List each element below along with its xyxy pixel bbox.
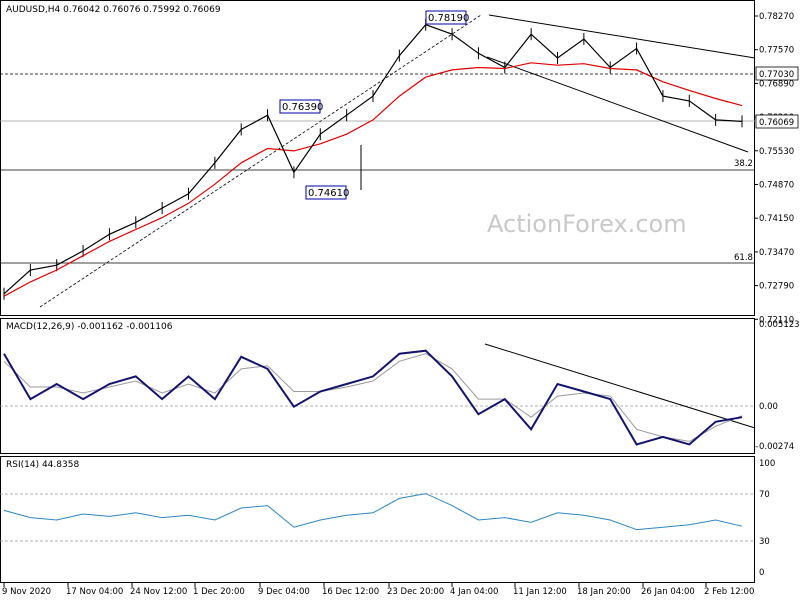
time-axis: 9 Nov 2020 17 Nov 04:00 24 Nov 12:00 1 Dec … bbox=[2, 583, 754, 597]
time-tick-label: 18 Jan 20:00 bbox=[577, 587, 631, 597]
macd-axis-bottom: 0.00274 bbox=[759, 442, 794, 452]
channel-lower-line bbox=[486, 56, 749, 153]
macd-axis-zero: 0.00 bbox=[759, 402, 778, 412]
time-tick-label: 9 Dec 04:00 bbox=[258, 587, 310, 597]
time-tick-label: 23 Dec 20:00 bbox=[387, 587, 444, 597]
fib-382-label: 38.2 bbox=[734, 159, 753, 169]
rsi-axis-100: 100 bbox=[759, 459, 775, 469]
high-level-box bbox=[425, 10, 467, 25]
price-tick-label: 0.77570 bbox=[759, 46, 794, 56]
time-tick-label: 17 Nov 04:00 bbox=[66, 587, 123, 597]
time-tick-label: 1 Dec 20:00 bbox=[193, 587, 245, 597]
macd-trendline bbox=[484, 343, 756, 429]
current-price-box bbox=[755, 114, 799, 129]
macd-signal-line bbox=[3, 353, 743, 442]
high-level-label: 0.78190 bbox=[428, 13, 469, 24]
rsi-axis-70: 70 bbox=[759, 490, 770, 500]
time-tick-label: 9 Nov 2020 bbox=[2, 587, 51, 597]
price-tick-label: 0.73470 bbox=[759, 248, 794, 258]
mid-high-level-box bbox=[279, 99, 321, 114]
ema-line bbox=[3, 62, 743, 297]
rsi-axis-30: 30 bbox=[759, 537, 770, 547]
time-tick-label: 16 Dec 12:00 bbox=[322, 587, 379, 597]
low-level-box bbox=[305, 185, 347, 200]
time-tick-label: 2 Feb 12:00 bbox=[704, 587, 754, 597]
low-level-label: 0.74610 bbox=[308, 188, 349, 199]
macd-header: MACD(12,26,9) -0.001162 -0.001106 bbox=[6, 322, 173, 332]
macd-line bbox=[3, 349, 743, 446]
time-tick-label: 4 Jan 04:00 bbox=[450, 587, 498, 597]
price-tick-label: 0.72110 bbox=[759, 315, 794, 325]
mid-high-level-label: 0.76390 bbox=[282, 102, 323, 113]
up-trendline bbox=[39, 14, 482, 308]
price-axis: 0.782700.775700.768900.762100.755300.748… bbox=[754, 12, 794, 325]
time-tick-label: 26 Jan 04:00 bbox=[641, 587, 695, 597]
fib-618-label: 61.8 bbox=[734, 253, 753, 263]
price-tick-label: 0.76890 bbox=[759, 79, 794, 89]
price-tick-label: 0.75530 bbox=[759, 147, 794, 157]
watermark: ActionForex.com bbox=[487, 210, 687, 238]
macd-axis-top: 0.005123 bbox=[759, 320, 800, 330]
time-tick-label: 24 Nov 12:00 bbox=[130, 587, 187, 597]
marked-level-label: 0.77030 bbox=[759, 70, 794, 80]
main-header: AUDUSD,H4 0.76042 0.76076 0.75992 0.7606… bbox=[6, 5, 221, 15]
rsi-header: RSI(14) 44.8358 bbox=[6, 460, 79, 470]
price-tick-label: 0.74870 bbox=[759, 181, 794, 191]
rsi-axis-0: 0 bbox=[759, 568, 764, 578]
rsi-line bbox=[3, 493, 743, 531]
rsi-pane[interactable] bbox=[0, 456, 755, 583]
price-pane[interactable] bbox=[0, 0, 755, 316]
time-tick-label: 11 Jan 12:00 bbox=[513, 587, 567, 597]
current-price-label: 0.76069 bbox=[759, 118, 794, 128]
marked-level-box bbox=[755, 66, 799, 81]
macd-axis-minus: - bbox=[755, 442, 758, 452]
price-tick-label: 0.78270 bbox=[759, 12, 794, 22]
price-tick-label: 0.74150 bbox=[759, 214, 794, 224]
price-series-line bbox=[3, 23, 743, 295]
channel-upper-line bbox=[488, 14, 756, 59]
price-tick-label: 0.72790 bbox=[759, 282, 794, 292]
